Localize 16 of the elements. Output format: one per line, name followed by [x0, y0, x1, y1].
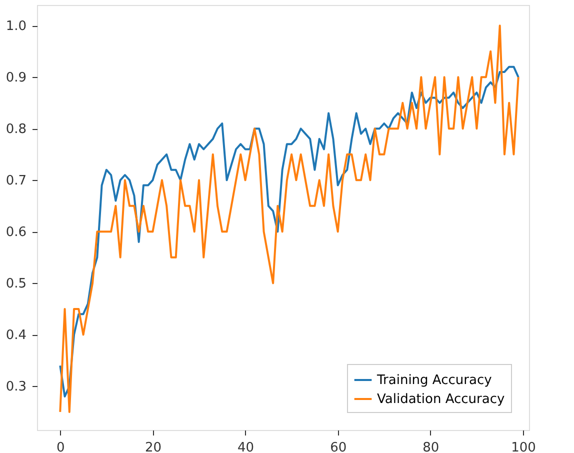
- y-tick-label: 0.4: [6, 328, 26, 344]
- y-tick-label: 0.9: [6, 70, 26, 86]
- x-tick-label: 0: [56, 440, 65, 453]
- x-tick-label: 60: [330, 440, 347, 453]
- x-tick-label: 40: [238, 440, 254, 453]
- y-tick-label: 1.0: [6, 19, 26, 34]
- legend-label: Training Accuracy: [376, 373, 492, 388]
- x-tick-label: 80: [422, 440, 440, 453]
- x-tick-label: 100: [511, 440, 536, 453]
- y-tick-label: 0.7: [6, 174, 26, 189]
- y-tick-label: 0.5: [6, 276, 26, 292]
- y-tick-label: 0.3: [6, 380, 26, 395]
- x-tick-label: 20: [144, 440, 162, 453]
- legend-label: Validation Accuracy: [377, 392, 505, 407]
- y-tick-label: 0.6: [6, 225, 26, 240]
- y-tick-label: 0.8: [6, 122, 26, 138]
